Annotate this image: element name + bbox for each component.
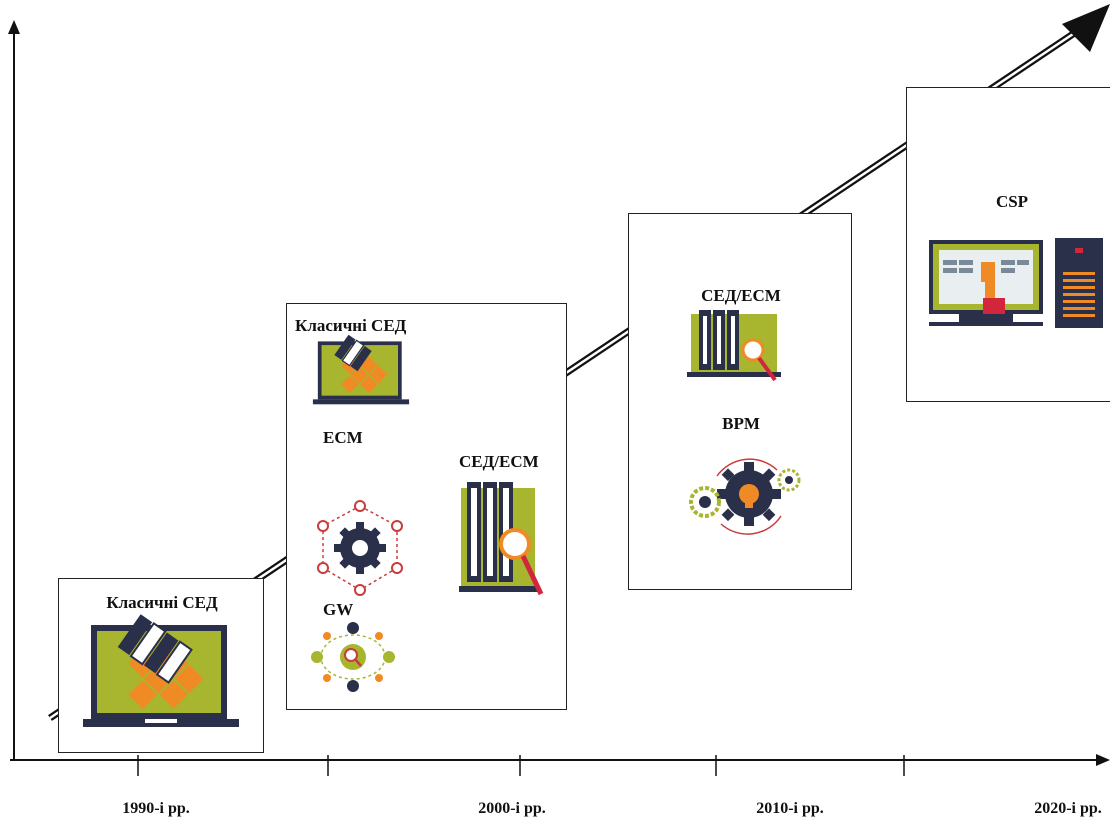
cloud-workstation-icon bbox=[929, 238, 1103, 328]
stage-label: СЕД/ЕСМ bbox=[701, 286, 781, 305]
stage-box-2000s: Класичні СЕД ЕСМ bbox=[286, 303, 567, 710]
x-axis-arrowhead bbox=[1096, 754, 1110, 766]
stage-box-2020s: CSP bbox=[906, 87, 1110, 402]
process-gears-icon bbox=[689, 458, 801, 535]
stage-label: Класичні СЕД bbox=[295, 316, 407, 335]
gear-network-icon bbox=[317, 500, 403, 596]
collaboration-network-icon bbox=[311, 622, 395, 692]
stage-box-1990s: Класичні СЕД bbox=[58, 578, 264, 753]
stage-label: CSP bbox=[995, 192, 1029, 211]
binders-magnifier-icon bbox=[459, 482, 544, 596]
laptop-document-icon bbox=[312, 334, 410, 405]
stage-label: GW bbox=[323, 600, 354, 619]
tick-label-2010s: 2010-і рр. bbox=[756, 800, 824, 817]
stage-label: Класичні СЕД bbox=[106, 593, 218, 612]
tick-label-2020s: 2020-і рр. bbox=[1034, 800, 1102, 817]
y-axis-arrowhead bbox=[8, 20, 20, 34]
binders-magnifier-icon bbox=[687, 310, 781, 382]
stage-label: BPM bbox=[722, 414, 760, 433]
tick-label-1990s: 1990-і рр. bbox=[122, 800, 190, 817]
laptop-document-icon bbox=[83, 614, 239, 727]
stage-label: ЕСМ bbox=[323, 428, 363, 447]
tick-label-2000s: 2000-і рр. bbox=[478, 800, 546, 817]
stage-box-2010s: СЕД/ЕСМ BPM bbox=[628, 213, 852, 590]
stage-label: СЕД/ЕСМ bbox=[459, 452, 539, 471]
